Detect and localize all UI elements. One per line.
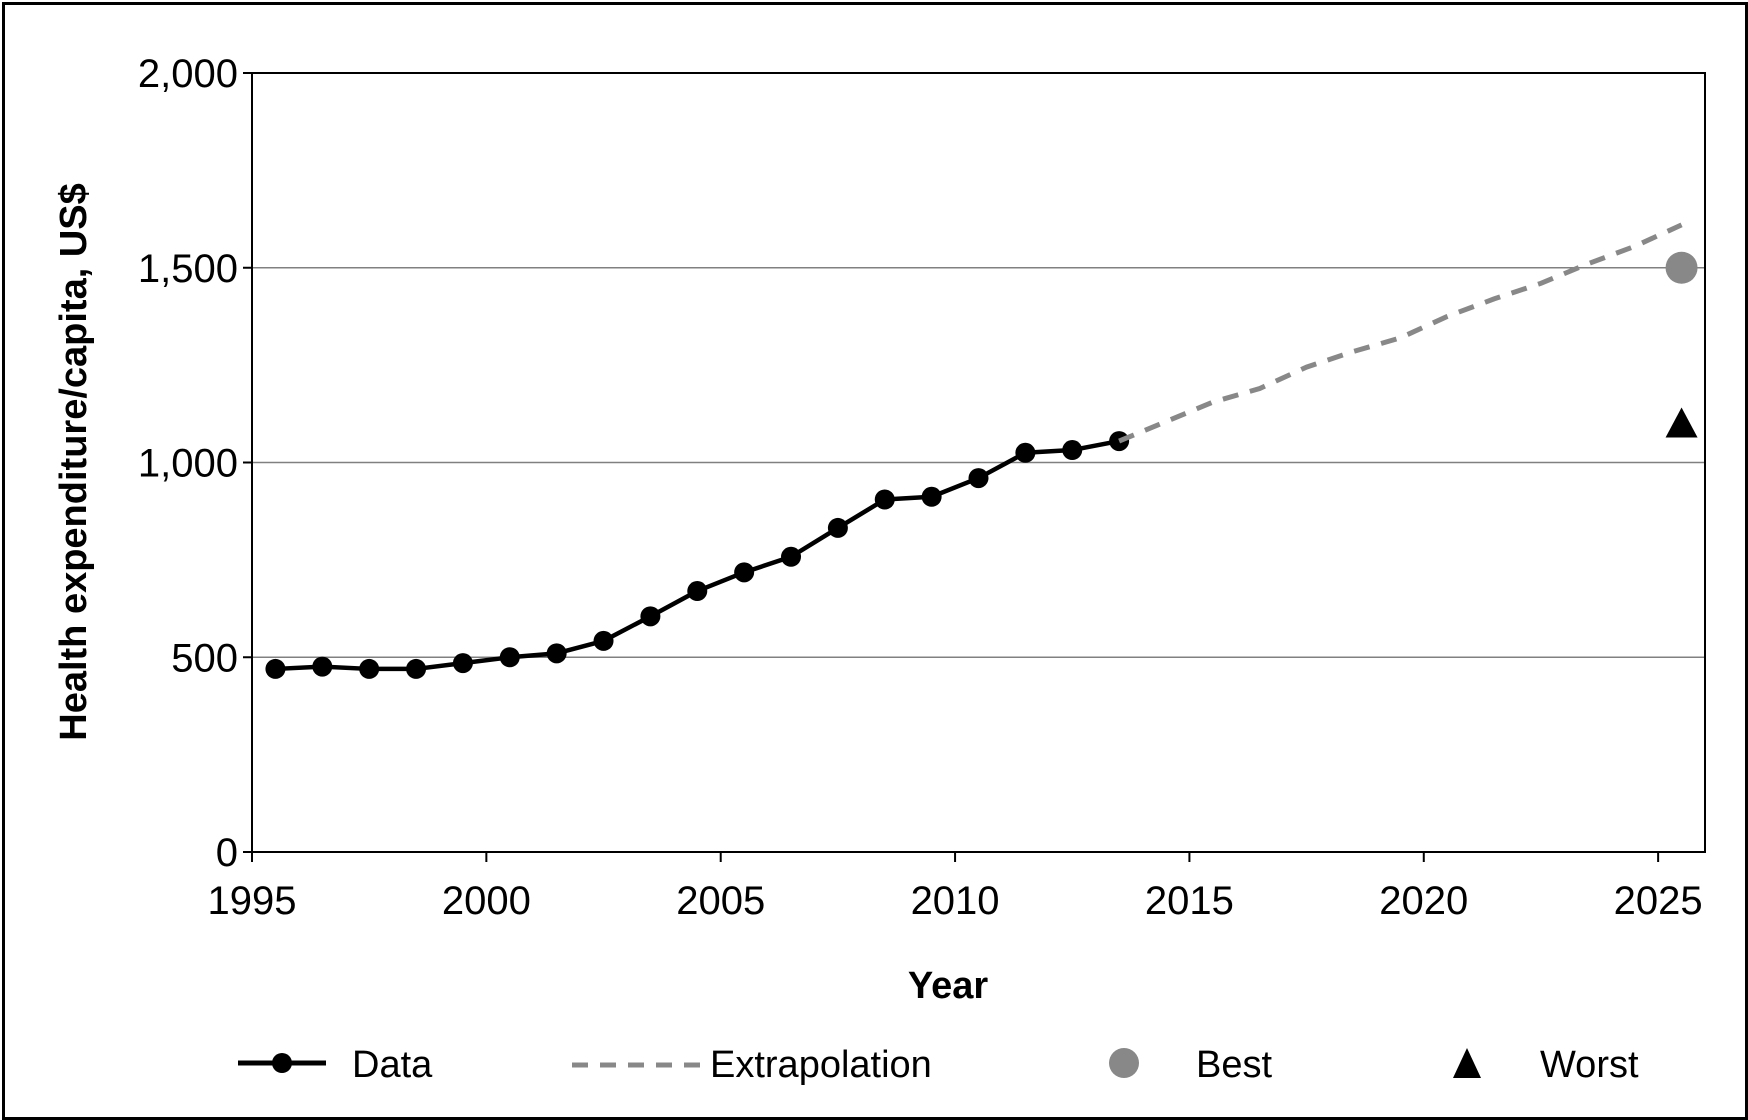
y-tick-label: 0: [216, 831, 238, 875]
x-tick-label: 2020: [1379, 879, 1468, 923]
data-point: [1015, 442, 1036, 463]
legend-data-label: Data: [352, 1044, 433, 1086]
data-point: [499, 647, 520, 668]
x-tick-label: 2005: [676, 879, 765, 923]
y-tick-label: 2,000: [138, 52, 238, 96]
data-point: [312, 656, 333, 677]
legend-worst-label: Worst: [1540, 1044, 1639, 1086]
axes: 0 500 1,000 1,500 2,000 1995 2000 2005 2010 2015 2…: [138, 52, 1703, 923]
data-point: [1062, 440, 1083, 461]
legend-best-marker-swatch: [1109, 1048, 1139, 1078]
y-tick-label: 1,500: [138, 247, 238, 291]
legend-data-marker-swatch: [272, 1053, 292, 1073]
data-point: [921, 486, 942, 507]
worst-point: [1665, 407, 1698, 438]
x-axis-title: Year: [908, 965, 989, 1007]
legend-item-extrapolation: Extrapolation: [572, 1044, 932, 1086]
data-point: [781, 546, 802, 567]
data-point: [874, 489, 895, 510]
y-tick-label: 500: [171, 636, 238, 680]
legend-item-best: Best: [1109, 1044, 1272, 1086]
y-tick-label: 1,000: [138, 442, 238, 486]
legend-item-data: Data: [238, 1044, 433, 1086]
series-line-extrapolation: [1118, 222, 1683, 444]
data-point: [406, 658, 427, 679]
y-axis-title: Health expenditure/capita, US$: [53, 183, 95, 741]
x-tick-label: 2025: [1614, 879, 1703, 923]
legend: Data Extrapolation Best Worst: [238, 1044, 1639, 1086]
x-tick-label: 2010: [911, 879, 1000, 923]
data-point: [593, 630, 614, 651]
data-point: [546, 643, 567, 664]
data-point: [968, 468, 989, 489]
legend-extrapolation-label: Extrapolation: [710, 1044, 932, 1086]
data-point: [640, 606, 661, 627]
data-point: [452, 653, 473, 674]
data-point: [265, 658, 286, 679]
legend-item-worst: Worst: [1453, 1044, 1639, 1086]
x-tick-label: 2015: [1145, 879, 1234, 923]
series-group: [265, 222, 1698, 679]
x-tick-label: 2000: [442, 879, 531, 923]
legend-best-label: Best: [1196, 1044, 1272, 1086]
series-line-data: [275, 438, 1120, 672]
data-point: [734, 562, 755, 583]
data-point: [687, 581, 708, 602]
best-point: [1665, 251, 1698, 284]
x-tick-label: 1995: [208, 879, 297, 923]
data-point: [359, 658, 380, 679]
legend-worst-marker-swatch: [1453, 1048, 1481, 1078]
gridlines: [252, 267, 1705, 658]
data-point: [827, 517, 848, 538]
